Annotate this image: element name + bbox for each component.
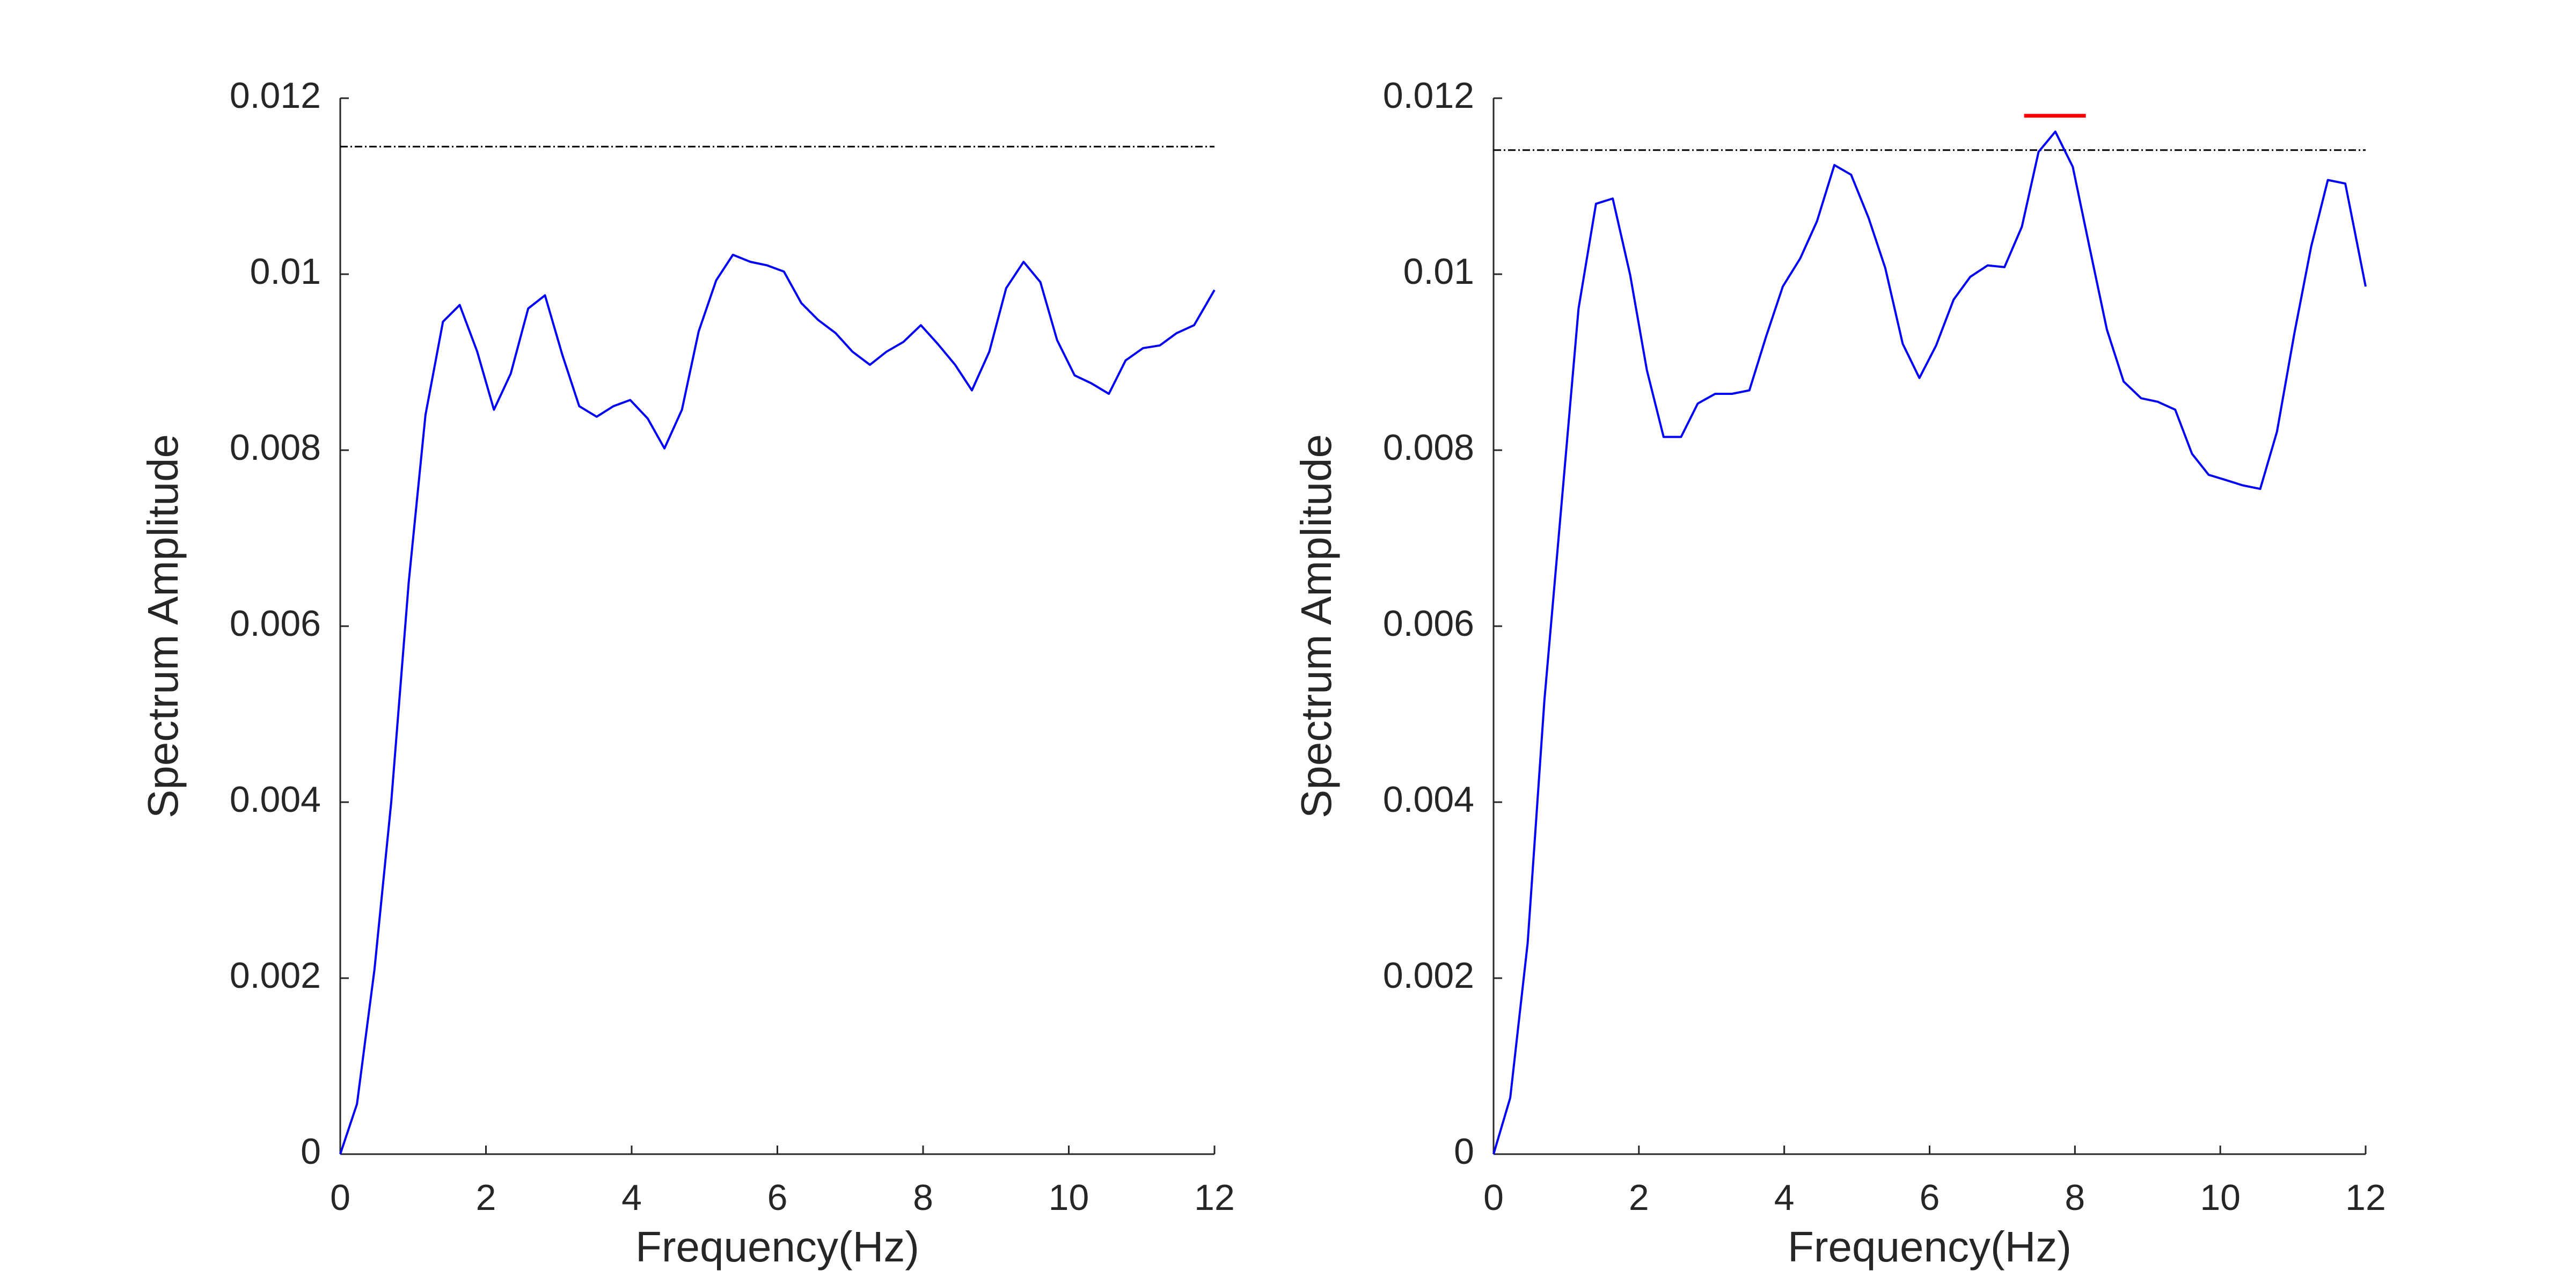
x-tick-label: 8: [2065, 1177, 2085, 1218]
x-tick-label: 4: [1774, 1177, 1795, 1218]
data-line: [1492, 130, 2367, 1155]
y-tick-label: 0.008: [1383, 427, 1474, 468]
y-tick-label: 0: [301, 1131, 321, 1172]
x-tick-label: 6: [1920, 1177, 1940, 1218]
x-tick-label: 0: [1483, 1177, 1504, 1218]
x-tick-label: 4: [621, 1177, 642, 1218]
x-tick-label: 2: [1629, 1177, 1649, 1218]
x-tick-label: 12: [1194, 1177, 1235, 1218]
y-tick-label: 0.006: [1383, 603, 1474, 644]
x-axis-label: Frequency(Hz): [1788, 1223, 2072, 1271]
y-tick-label: 0.008: [230, 427, 321, 468]
x-tick-label: 0: [330, 1177, 350, 1218]
data-line: [339, 253, 1216, 1155]
y-tick-label: 0.01: [1403, 251, 1474, 292]
x-tick-label: 6: [767, 1177, 788, 1218]
x-tick-label: 10: [2200, 1177, 2241, 1218]
x-tick-label: 10: [1049, 1177, 1089, 1218]
y-tick-label: 0.004: [1383, 779, 1474, 820]
x-tick-label: 12: [2345, 1177, 2386, 1218]
x-tick-label: 8: [913, 1177, 933, 1218]
y-tick-label: 0.012: [1383, 75, 1474, 116]
y-tick-label: 0.002: [230, 955, 321, 996]
y-tick-label: 0: [1454, 1131, 1474, 1172]
y-axis-label: Spectrum Amplitude: [1292, 434, 1340, 818]
y-tick-label: 0.002: [1383, 955, 1474, 996]
y-tick-label: 0.01: [250, 251, 321, 292]
y-axis-label: Spectrum Amplitude: [139, 434, 187, 818]
x-axis-label: Frequency(Hz): [635, 1223, 919, 1271]
y-tick-label: 0.012: [230, 75, 321, 116]
y-tick-label: 0.006: [230, 603, 321, 644]
y-tick-label: 0.004: [230, 779, 321, 820]
x-tick-label: 2: [476, 1177, 496, 1218]
